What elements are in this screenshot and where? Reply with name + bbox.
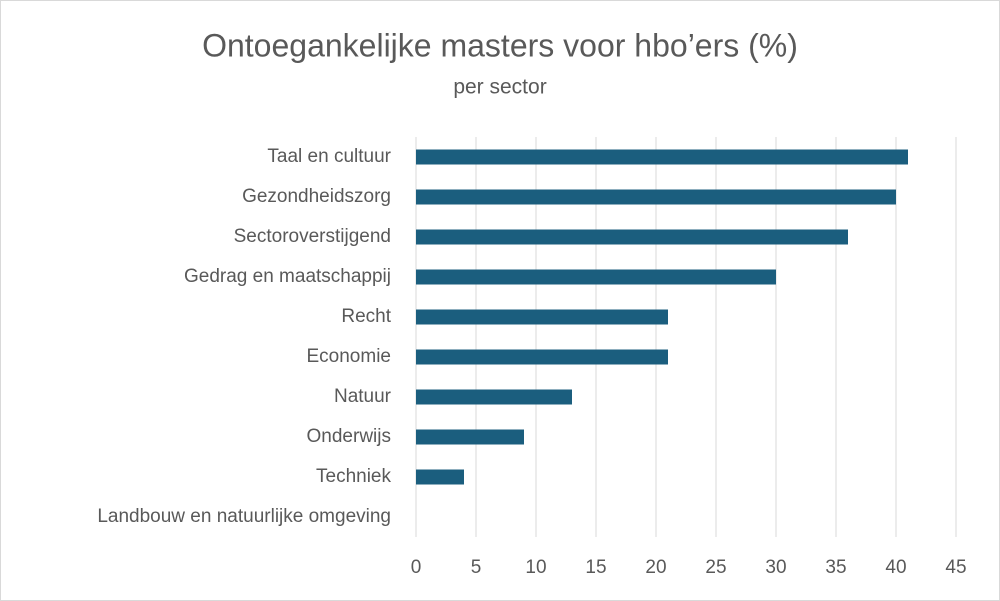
y-tick-label: Taal en cultuur bbox=[267, 146, 391, 167]
bar bbox=[416, 389, 572, 405]
bar bbox=[416, 149, 908, 165]
y-tick-label: Techniek bbox=[316, 466, 391, 487]
y-tick-label: Sectoroverstijgend bbox=[234, 226, 391, 247]
bar bbox=[416, 189, 896, 205]
x-tick-label: 25 bbox=[705, 557, 726, 578]
bar bbox=[416, 229, 848, 245]
bar bbox=[416, 469, 464, 485]
y-tick-label: Economie bbox=[307, 346, 392, 367]
x-tick-label: 20 bbox=[645, 557, 666, 578]
bar bbox=[416, 429, 524, 445]
bar bbox=[416, 309, 668, 325]
y-tick-label: Gedrag en maatschappij bbox=[184, 266, 391, 287]
x-tick-label: 5 bbox=[471, 557, 482, 578]
y-tick-label: Onderwijs bbox=[307, 426, 391, 447]
x-tick-label: 45 bbox=[945, 557, 966, 578]
bar bbox=[416, 349, 668, 365]
x-tick-label: 30 bbox=[765, 557, 786, 578]
x-tick-label: 35 bbox=[825, 557, 846, 578]
bar bbox=[416, 269, 776, 285]
y-tick-label: Natuur bbox=[334, 386, 392, 407]
chart-title: Ontoegankelijke masters voor hbo’ers (%) bbox=[202, 27, 798, 63]
chart-subtitle: per sector bbox=[453, 76, 546, 99]
x-tick-label: 15 bbox=[585, 557, 606, 578]
y-tick-label: Landbouw en natuurlijke omgeving bbox=[97, 506, 391, 527]
y-tick-label: Gezondheidszorg bbox=[242, 186, 391, 207]
y-tick-label: Recht bbox=[341, 306, 391, 327]
x-tick-label: 10 bbox=[525, 557, 546, 578]
x-tick-label: 0 bbox=[411, 557, 422, 578]
x-tick-label: 40 bbox=[885, 557, 906, 578]
